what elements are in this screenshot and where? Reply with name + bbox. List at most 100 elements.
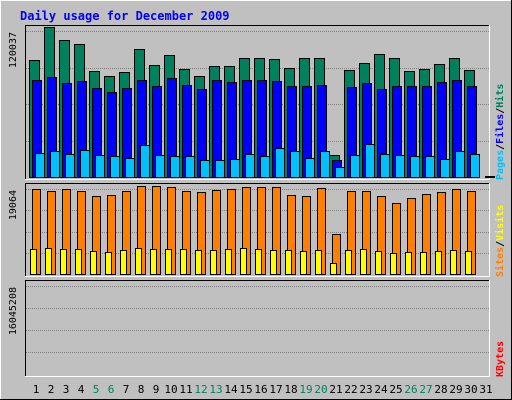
legend-entry: / (495, 108, 506, 114)
bar-pages-day-1 (35, 153, 45, 178)
bar-pages-day-19 (305, 158, 315, 178)
x-tick-label: 23 (359, 383, 372, 396)
bar-pages-day-22 (350, 155, 360, 178)
bar-pages-day-17 (275, 148, 285, 178)
bar-pages-day-5 (95, 155, 105, 178)
bar-pages-day-30 (470, 154, 480, 178)
bar-visits-day-17 (270, 250, 277, 275)
bar-pages-day-10 (170, 156, 180, 178)
bar-pages-day-18 (290, 151, 300, 178)
bar-visits-day-11 (180, 249, 187, 275)
bar-visits-day-2 (45, 248, 52, 275)
y-max-label: 16045208 (8, 287, 19, 335)
x-tick-label: 10 (164, 383, 177, 396)
bar-pages-day-12 (200, 160, 210, 178)
legend: Pages/Files/Hits (494, 84, 506, 180)
legend-entry: KBytes (495, 341, 506, 377)
chart-title: Daily usage for December 2009 (20, 9, 230, 23)
bar-pages-day-11 (185, 156, 195, 178)
bar-visits-day-1 (30, 249, 37, 275)
x-tick-label: 30 (464, 383, 477, 396)
x-tick-label: 22 (344, 383, 357, 396)
day-axis: 1 2 3 4 5 6 7 8 9 10 11 12 13 14 15 16 17 18 19 20 21 22 23 24 2… (33, 383, 493, 396)
bar-visits-day-23 (360, 249, 367, 275)
bar-pages-day-6 (110, 156, 120, 178)
bar-visits-day-20 (315, 250, 322, 275)
legend: Sites/Visits (494, 205, 506, 277)
x-tick-label: 25 (389, 383, 402, 396)
bar-pages-day-25 (395, 155, 405, 178)
bar-visits-day-25 (390, 253, 397, 275)
bar-visits-day-18 (285, 250, 292, 275)
bar-visits-day-29 (450, 250, 457, 275)
x-tick-label: 11 (179, 383, 192, 396)
legend-entry: Hits (494, 84, 506, 108)
bar-pages-day-7 (125, 158, 135, 178)
bar-pages-day-2 (50, 151, 60, 178)
x-tick-label: 26 (404, 383, 417, 396)
x-tick-label: 6 (108, 383, 115, 396)
x-tick-label: 2 (48, 383, 55, 396)
bar-pages-day-21 (335, 167, 345, 178)
bar-pages-day-20 (320, 151, 330, 178)
legend-entry: Sites (494, 247, 506, 277)
bar-pages-day-15 (245, 154, 255, 178)
bar-pages-day-29 (455, 151, 465, 178)
bar-pages-day-13 (215, 160, 225, 178)
bar-pages-day-24 (380, 154, 390, 178)
bar-visits-day-7 (120, 250, 127, 275)
hits-files-pages-panel: 120037 Pages/Files/Hits (8, 25, 506, 180)
x-tick-label: 29 (449, 383, 462, 396)
x-tick-label: 13 (209, 383, 222, 396)
bar-visits-day-12 (195, 250, 202, 275)
legend-entry: Visits (494, 205, 506, 241)
bar-visits-day-9 (150, 249, 157, 275)
bar-pages-day-28 (440, 159, 450, 178)
x-tick-label: 19 (299, 383, 312, 396)
x-tick-label: 16 (254, 383, 267, 396)
bar-pages-day-31 (485, 176, 495, 178)
bar-pages-day-27 (425, 156, 435, 178)
bar-visits-day-13 (210, 250, 217, 275)
bar-pages-day-23 (365, 144, 375, 178)
bar-visits-day-5 (90, 251, 97, 275)
x-tick-label: 24 (374, 383, 388, 396)
bar-visits-day-16 (255, 249, 262, 275)
bar-visits-day-3 (60, 249, 67, 275)
x-tick-label: 8 (138, 383, 145, 396)
bar-visits-day-28 (435, 251, 442, 275)
bar-visits-day-14 (225, 249, 232, 275)
legend-entry: Files (494, 114, 506, 144)
x-tick-label: 3 (63, 383, 70, 396)
x-tick-label: 12 (194, 383, 207, 396)
kbytes-panel: 16045208 KBytes (8, 280, 506, 377)
bar-visits-day-19 (300, 251, 307, 275)
legend-entry: / (495, 241, 506, 247)
bar-pages-day-9 (155, 155, 165, 178)
plot-area (25, 280, 490, 377)
x-tick-label: 17 (269, 383, 282, 396)
x-tick-label: 31 (479, 383, 492, 396)
x-tick-label: 4 (78, 383, 85, 396)
x-tick-label: 15 (239, 383, 252, 396)
bar-pages-day-14 (230, 159, 240, 178)
legend: KBytes (495, 341, 506, 377)
bar-visits-day-22 (345, 250, 352, 275)
bar-pages-day-26 (410, 156, 420, 178)
bar-visits-day-10 (165, 249, 172, 275)
y-max-label: 19064 (8, 190, 19, 220)
bar-visits-day-4 (75, 249, 82, 275)
x-tick-label: 21 (329, 383, 342, 396)
y-max-label: 120037 (8, 32, 19, 68)
bar-pages-day-16 (260, 156, 270, 178)
bar-visits-day-26 (405, 252, 412, 275)
x-tick-label: 9 (153, 383, 160, 396)
bar-visits-day-15 (240, 248, 247, 275)
x-tick-label: 14 (224, 383, 238, 396)
bar-visits-day-24 (375, 251, 382, 275)
bar-pages-day-3 (65, 154, 75, 178)
bar-pages-day-4 (80, 150, 90, 178)
x-tick-label: 1 (33, 383, 40, 396)
sites-visits-panel: 19064 Sites/Visits (8, 183, 506, 277)
